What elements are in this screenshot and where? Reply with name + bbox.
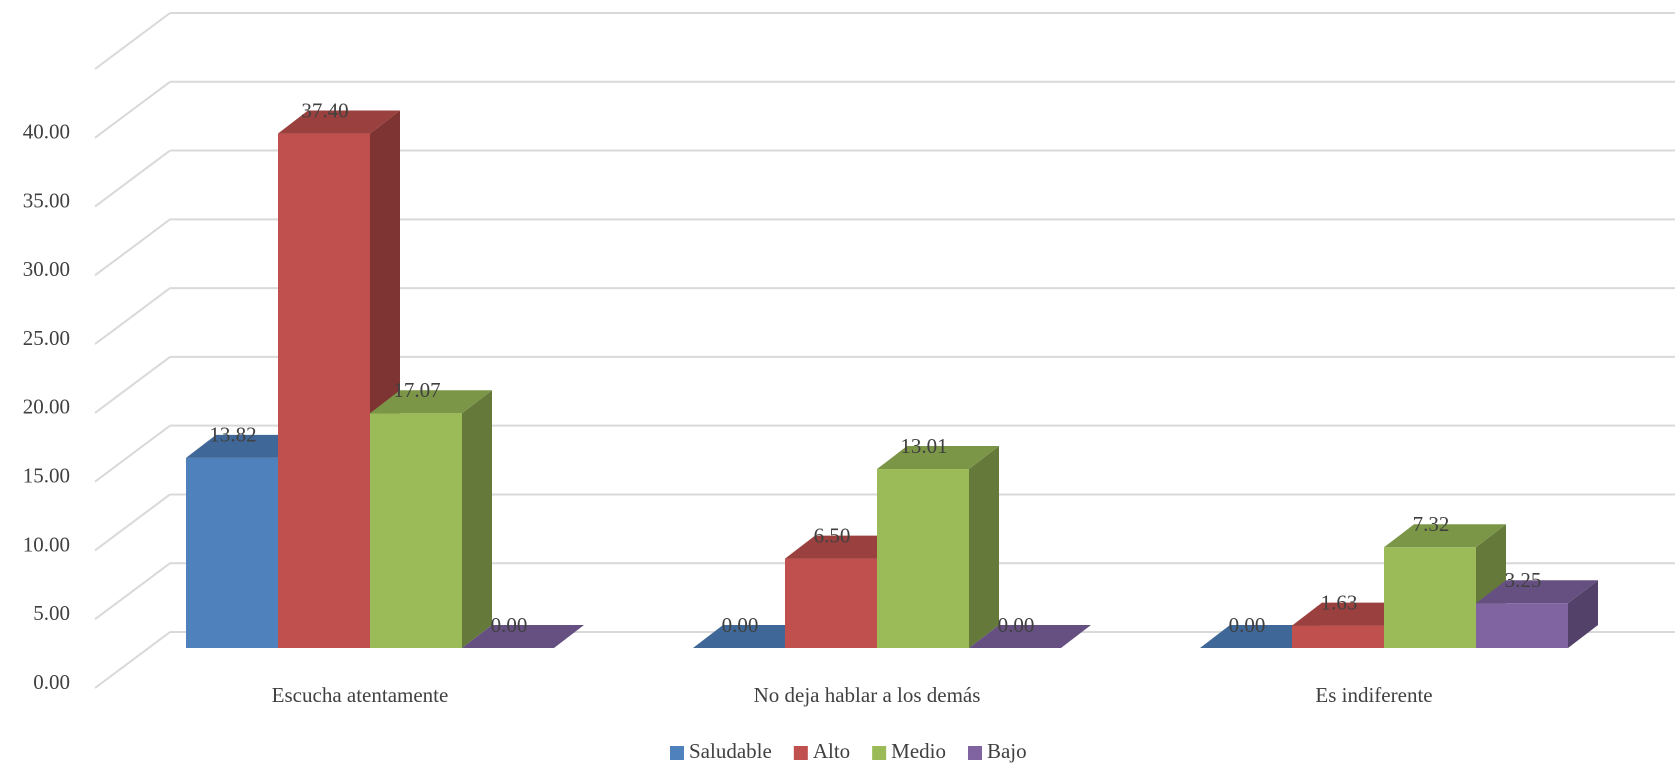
y-tick-label: 15.00 xyxy=(23,463,70,487)
bar-top xyxy=(1292,602,1414,626)
x-tick-label: Escucha atentamente xyxy=(272,683,449,707)
data-label: 13.01 xyxy=(900,434,947,458)
bar-top xyxy=(462,625,584,648)
y-tick-label: 25.00 xyxy=(23,326,70,350)
bar-top xyxy=(186,434,308,458)
bar xyxy=(785,558,877,648)
bar xyxy=(1476,603,1568,648)
data-label: 1.63 xyxy=(1321,590,1358,614)
grid-line-diag xyxy=(94,356,171,414)
x-tick-label: Es indiferente xyxy=(1315,683,1432,707)
bar-group xyxy=(1476,580,1598,648)
bar xyxy=(278,133,370,648)
bar-group xyxy=(462,625,584,648)
bar-side xyxy=(969,446,999,648)
data-label: 0.00 xyxy=(1229,613,1266,637)
data-label: 7.32 xyxy=(1413,512,1450,536)
legend-swatch xyxy=(872,746,887,760)
bar-top xyxy=(1476,580,1598,604)
legend-label: Medio xyxy=(891,739,946,763)
x-tick-label: No deja hablar a los demás xyxy=(754,683,981,707)
grid-line-diag xyxy=(94,631,171,689)
bar-top xyxy=(877,446,999,470)
data-label: 17.07 xyxy=(393,378,440,402)
bar-group xyxy=(693,625,815,648)
bar xyxy=(186,457,278,648)
bar-group xyxy=(1200,625,1322,648)
y-tick-label: 10.00 xyxy=(23,532,70,556)
grid-line-diag xyxy=(94,80,171,139)
y-tick-label: 35.00 xyxy=(23,188,70,212)
grid-line-diag xyxy=(94,424,171,483)
legend-swatch xyxy=(967,746,982,760)
y-tick-label: 5.00 xyxy=(33,601,70,625)
bar-top xyxy=(785,535,907,559)
grid-line-diag xyxy=(94,287,171,345)
data-label: 6.50 xyxy=(814,523,851,547)
bar-group xyxy=(370,390,492,648)
grid-line-diag xyxy=(94,493,171,552)
bar xyxy=(1292,625,1384,648)
y-tick-label: 20.00 xyxy=(23,395,70,419)
y-tick-label: 0.00 xyxy=(33,670,70,694)
legend-label: Saludable xyxy=(689,739,772,763)
wall-top-diag xyxy=(94,12,171,70)
grid-line-diag xyxy=(94,562,171,621)
grid-line-diag xyxy=(94,149,171,208)
legend-label: Alto xyxy=(813,739,850,763)
bar-side xyxy=(462,390,492,648)
data-label: 0.00 xyxy=(998,613,1035,637)
bar-top xyxy=(1200,625,1322,648)
bar-top xyxy=(278,110,400,134)
legend-swatch xyxy=(670,746,684,760)
bar xyxy=(1384,547,1476,648)
y-tick-label: 40.00 xyxy=(23,120,70,144)
bar-top xyxy=(1384,524,1506,548)
data-label: 0.00 xyxy=(722,613,759,637)
y-tick-label: 30.00 xyxy=(23,257,70,281)
bar-top xyxy=(969,625,1091,648)
legend-swatch xyxy=(793,746,808,760)
legend-label: Bajo xyxy=(987,739,1027,763)
data-label: 0.00 xyxy=(491,613,528,637)
data-label: 3.25 xyxy=(1505,568,1542,592)
bar-top xyxy=(693,625,815,648)
grid-line-diag xyxy=(94,218,171,277)
data-label: 37.40 xyxy=(301,98,348,122)
data-label: 13.82 xyxy=(209,423,256,447)
bar-side xyxy=(1568,580,1598,648)
bar xyxy=(370,413,462,648)
bar-group xyxy=(969,625,1091,648)
bar-top xyxy=(370,390,492,414)
bar xyxy=(877,469,969,648)
bar-group xyxy=(877,446,999,648)
